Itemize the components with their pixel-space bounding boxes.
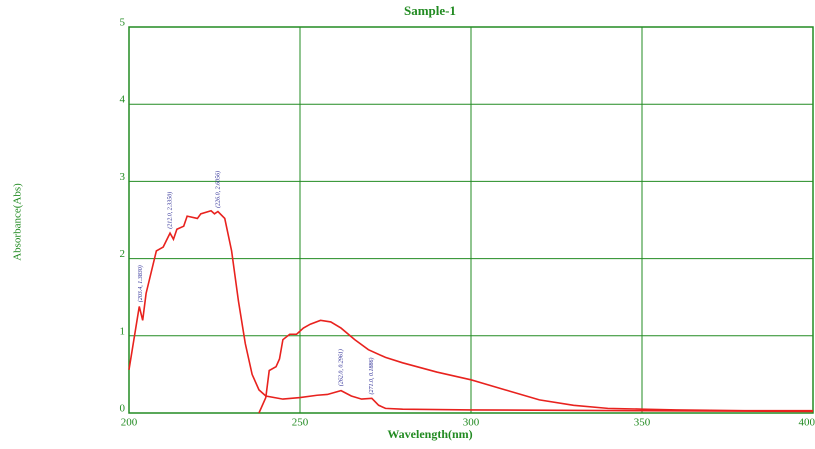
y-tick-label: 5	[120, 17, 126, 29]
peak-label: (262.0, 0.2961)	[337, 349, 344, 386]
chart-title: Sample-1	[404, 3, 456, 18]
x-tick-label: 350	[634, 417, 651, 429]
y-axis-label: Absorbance(Abs)	[12, 183, 24, 261]
y-tick-label: 0	[120, 403, 126, 415]
y-tick-label: 1	[120, 325, 126, 337]
peak-label: (226.0, 2.6056)	[214, 171, 221, 208]
peak-label: (271.0, 0.1886)	[368, 357, 375, 394]
x-tick-label: 200	[121, 417, 138, 429]
peak-label: (212.0, 2.3350)	[166, 192, 173, 229]
x-axis-label: Wavelength(nm)	[387, 427, 472, 441]
y-tick-label: 4	[120, 94, 126, 106]
x-tick-label: 400	[799, 417, 815, 429]
y-tick-label: 3	[120, 171, 126, 183]
y-tick-label: 2	[120, 248, 126, 260]
x-tick-label: 300	[463, 417, 480, 429]
peak-label: (203.4, 1.3830)	[137, 265, 144, 302]
x-tick-label: 250	[292, 417, 309, 429]
